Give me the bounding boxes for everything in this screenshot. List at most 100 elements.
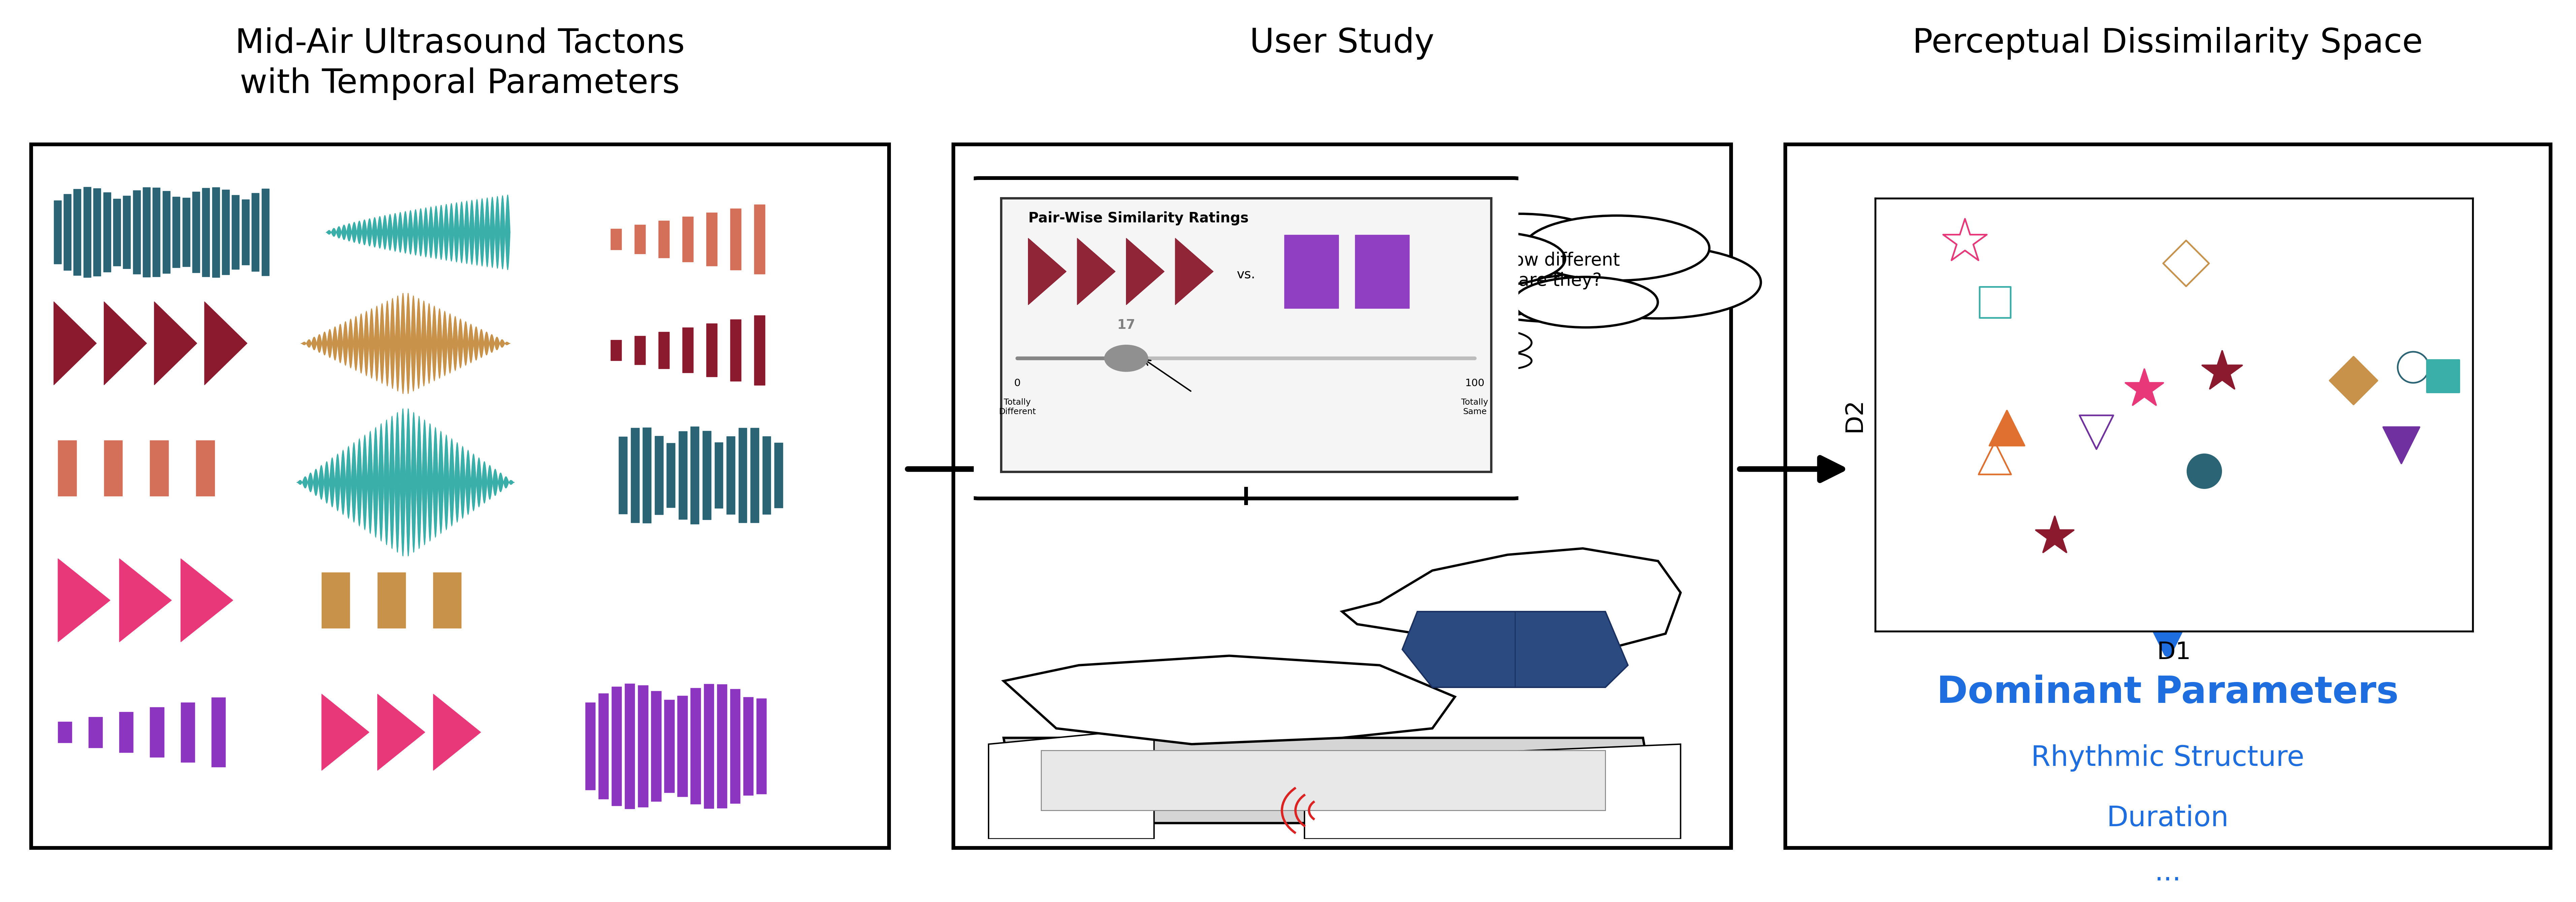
Polygon shape bbox=[57, 558, 111, 642]
Bar bbox=[88, 717, 103, 748]
Bar bbox=[173, 197, 180, 268]
Bar bbox=[659, 221, 670, 258]
Bar bbox=[750, 428, 760, 523]
Bar bbox=[677, 431, 688, 520]
FancyBboxPatch shape bbox=[1002, 198, 1492, 472]
Polygon shape bbox=[1401, 612, 1628, 687]
Bar bbox=[755, 316, 765, 385]
Text: Pair-Wise Similarity Ratings: Pair-Wise Similarity Ratings bbox=[1028, 211, 1249, 226]
Point bbox=[2202, 364, 2244, 379]
Point bbox=[2035, 529, 2076, 543]
Bar bbox=[201, 188, 209, 277]
FancyBboxPatch shape bbox=[953, 144, 1731, 848]
Bar bbox=[744, 697, 752, 796]
FancyBboxPatch shape bbox=[1785, 144, 2550, 848]
Bar bbox=[634, 225, 644, 253]
Bar bbox=[162, 191, 170, 273]
Bar bbox=[152, 188, 160, 277]
Text: Duration: Duration bbox=[2107, 805, 2228, 832]
Bar bbox=[211, 188, 219, 277]
Bar bbox=[667, 443, 675, 508]
Polygon shape bbox=[1126, 238, 1164, 305]
Point bbox=[2166, 256, 2208, 271]
Bar bbox=[118, 712, 134, 752]
Text: 0: 0 bbox=[1015, 378, 1020, 388]
Polygon shape bbox=[322, 694, 368, 770]
Text: Totally
Different: Totally Different bbox=[999, 399, 1036, 416]
Text: Totally
Same: Totally Same bbox=[1461, 399, 1489, 416]
Bar bbox=[611, 686, 621, 805]
Bar bbox=[180, 703, 196, 762]
Bar bbox=[211, 697, 224, 767]
Bar bbox=[706, 324, 716, 377]
Polygon shape bbox=[54, 301, 95, 385]
Bar bbox=[703, 684, 714, 808]
Polygon shape bbox=[1303, 744, 1680, 839]
Text: Dominant Parameters: Dominant Parameters bbox=[1937, 675, 2398, 711]
Text: 100: 100 bbox=[1466, 378, 1484, 388]
Text: User Study: User Study bbox=[1249, 27, 1435, 60]
Bar bbox=[103, 192, 111, 272]
Point bbox=[2421, 369, 2463, 383]
Bar bbox=[1283, 235, 1340, 308]
Point bbox=[2076, 425, 2117, 439]
Circle shape bbox=[1515, 277, 1659, 327]
Polygon shape bbox=[433, 694, 482, 770]
Bar bbox=[755, 205, 765, 274]
Circle shape bbox=[1105, 345, 1149, 372]
Polygon shape bbox=[204, 301, 247, 385]
Bar bbox=[654, 436, 662, 514]
Bar bbox=[762, 437, 770, 514]
Bar bbox=[585, 703, 595, 790]
FancyBboxPatch shape bbox=[31, 144, 889, 848]
Polygon shape bbox=[1077, 238, 1115, 305]
Bar bbox=[611, 340, 621, 361]
Polygon shape bbox=[1005, 656, 1455, 744]
Bar bbox=[690, 427, 698, 524]
Bar bbox=[644, 428, 652, 523]
Bar bbox=[322, 573, 350, 628]
Bar bbox=[677, 695, 688, 796]
Polygon shape bbox=[1342, 548, 1680, 649]
Bar bbox=[706, 213, 716, 266]
FancyBboxPatch shape bbox=[963, 178, 1530, 499]
Text: vs.: vs. bbox=[1236, 269, 1255, 281]
Bar bbox=[690, 688, 701, 804]
Circle shape bbox=[1412, 232, 1566, 286]
Point bbox=[2393, 360, 2434, 374]
Bar bbox=[1355, 235, 1409, 308]
Y-axis label: D2: D2 bbox=[1842, 398, 1865, 432]
Circle shape bbox=[1525, 216, 1710, 281]
Bar bbox=[54, 200, 62, 263]
Polygon shape bbox=[180, 558, 232, 642]
Bar bbox=[714, 443, 724, 508]
Bar bbox=[729, 208, 742, 270]
Bar bbox=[232, 195, 240, 270]
Polygon shape bbox=[1028, 238, 1066, 305]
Polygon shape bbox=[118, 558, 173, 642]
Text: Mid-Air Ultrasound Tactons
with Temporal Parameters: Mid-Air Ultrasound Tactons with Temporal… bbox=[234, 27, 685, 100]
Bar bbox=[729, 689, 739, 803]
Bar bbox=[739, 428, 747, 522]
Bar bbox=[639, 686, 649, 807]
Bar bbox=[598, 694, 608, 799]
Bar bbox=[659, 332, 670, 369]
Bar bbox=[665, 700, 675, 793]
Bar bbox=[222, 189, 229, 274]
Bar bbox=[626, 684, 634, 808]
X-axis label: D1: D1 bbox=[2156, 640, 2192, 664]
Polygon shape bbox=[155, 301, 196, 385]
Polygon shape bbox=[1005, 738, 1659, 823]
Bar bbox=[93, 189, 100, 276]
Bar bbox=[124, 196, 131, 269]
Point bbox=[1986, 420, 2027, 435]
Bar bbox=[729, 319, 742, 381]
Polygon shape bbox=[103, 301, 147, 385]
Bar bbox=[193, 192, 201, 272]
Bar bbox=[683, 216, 693, 262]
Bar bbox=[634, 336, 644, 364]
Bar bbox=[57, 440, 77, 496]
Bar bbox=[142, 188, 149, 277]
Polygon shape bbox=[1041, 750, 1605, 810]
Polygon shape bbox=[989, 729, 1154, 839]
